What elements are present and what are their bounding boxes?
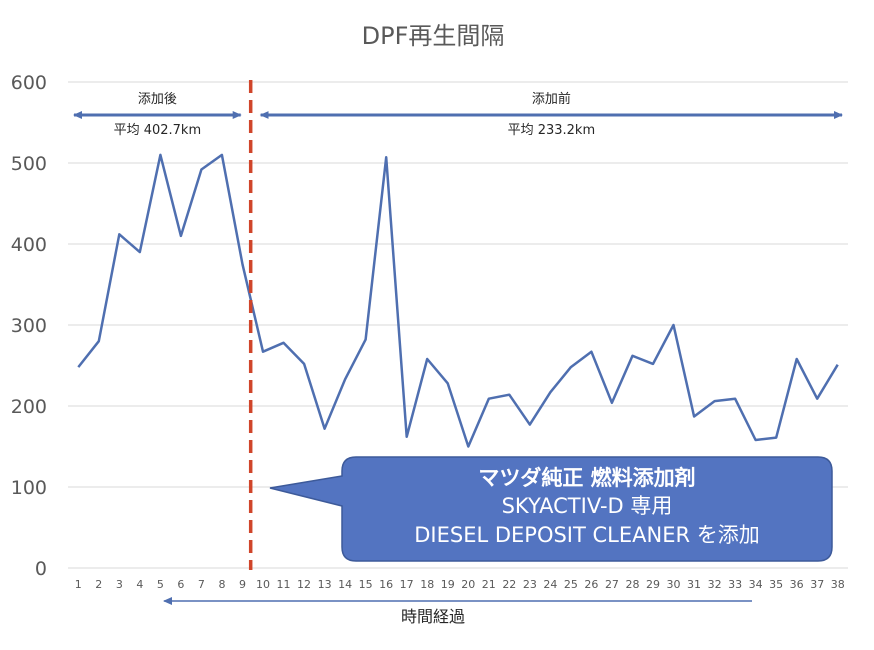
x-axis: 1 2 3 4 5 6 7 8 9 10 11 12 13 14 15 16 17 18 19 20 21 22 23 24 2… — [75, 578, 845, 591]
region-average-before: 平均 233.2km — [508, 123, 596, 138]
x-tick-label: 10 — [256, 578, 270, 591]
y-tick-label: 100 — [11, 477, 47, 499]
y-tick-label: 400 — [11, 234, 47, 256]
x-tick-label: 31 — [687, 578, 701, 591]
x-tick-label: 18 — [420, 578, 434, 591]
x-tick-label: 20 — [461, 578, 475, 591]
series-line-0 — [77, 153, 839, 448]
x-tick-label: 28 — [625, 578, 639, 591]
y-tick-label: 600 — [11, 72, 47, 94]
y-tick-label: 0 — [35, 558, 47, 580]
x-tick-label: 33 — [728, 578, 742, 591]
x-tick-label: 38 — [831, 578, 845, 591]
x-tick-label: 17 — [400, 578, 414, 591]
x-tick-label: 30 — [667, 578, 681, 591]
x-tick-label: 12 — [297, 578, 311, 591]
x-tick-label: 26 — [584, 578, 598, 591]
x-tick-label: 32 — [708, 578, 722, 591]
series-group — [77, 153, 839, 448]
x-tick-label: 27 — [605, 578, 619, 591]
x-tick-label: 6 — [177, 578, 184, 591]
x-axis-label: 時間経過 — [401, 607, 465, 626]
callout-shape — [269, 456, 833, 562]
x-tick-label: 35 — [769, 578, 783, 591]
x-tick-label: 21 — [482, 578, 496, 591]
y-tick-label: 200 — [11, 396, 47, 418]
x-tick-label: 14 — [338, 578, 352, 591]
callout-line-3: DIESEL DEPOSIT CLEANER を添加 — [414, 523, 760, 547]
y-tick-label: 300 — [11, 315, 47, 337]
region-annotations: 添加後 平均 402.7km 添加前 平均 233.2km — [73, 91, 843, 138]
x-tick-label: 3 — [116, 578, 123, 591]
x-tick-label: 24 — [543, 578, 557, 591]
x-tick-label: 7 — [198, 578, 205, 591]
x-tick-label: 22 — [502, 578, 516, 591]
x-tick-label: 2 — [95, 578, 102, 591]
x-tick-label: 8 — [218, 578, 225, 591]
x-tick-label: 4 — [136, 578, 143, 591]
x-tick-label: 15 — [359, 578, 373, 591]
x-tick-label: 19 — [441, 578, 455, 591]
chart-title: DPF再生間隔 — [362, 22, 505, 50]
region-label-before: 添加前 — [532, 91, 571, 107]
x-tick-label: 37 — [810, 578, 824, 591]
x-tick-label: 34 — [749, 578, 763, 591]
x-tick-label: 36 — [790, 578, 804, 591]
x-tick-label: 11 — [277, 578, 291, 591]
y-tick-label: 500 — [11, 153, 47, 175]
x-tick-label: 5 — [157, 578, 164, 591]
y-axis: 0 100 200 300 400 500 600 — [11, 72, 47, 580]
region-label-after: 添加後 — [138, 92, 177, 107]
x-tick-label: 16 — [379, 578, 393, 591]
callout-box: マツダ純正 燃料添加剤 SKYACTIV-D 専用 DIESEL DEPOSIT… — [269, 456, 833, 562]
callout-line-1: マツダ純正 燃料添加剤 — [478, 466, 695, 490]
region-average-after: 平均 402.7km — [114, 123, 202, 138]
x-tick-label: 25 — [564, 578, 578, 591]
x-tick-label: 1 — [75, 578, 82, 591]
x-tick-label: 29 — [646, 578, 660, 591]
callout-line-2: SKYACTIV-D 専用 — [502, 494, 673, 518]
x-tick-label: 23 — [523, 578, 537, 591]
x-tick-label: 13 — [318, 578, 332, 591]
gridlines — [68, 81, 848, 569]
x-tick-label: 9 — [239, 578, 246, 591]
